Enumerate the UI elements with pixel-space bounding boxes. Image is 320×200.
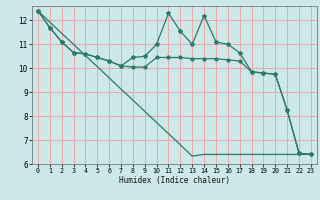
X-axis label: Humidex (Indice chaleur): Humidex (Indice chaleur) — [119, 176, 230, 185]
